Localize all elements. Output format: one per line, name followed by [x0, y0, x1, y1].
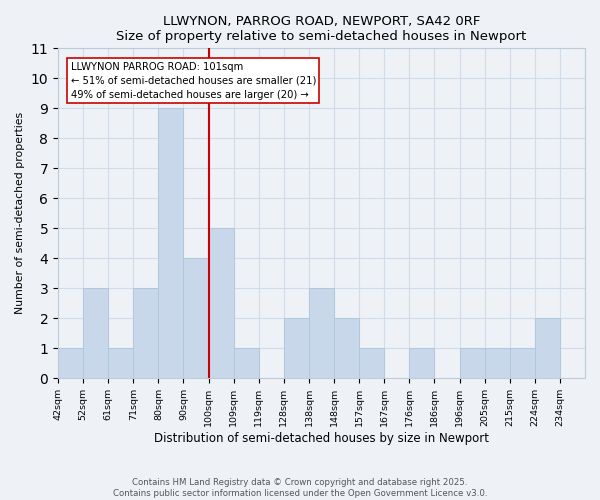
Bar: [309, 288, 334, 378]
Bar: [409, 348, 434, 378]
Bar: [334, 318, 359, 378]
X-axis label: Distribution of semi-detached houses by size in Newport: Distribution of semi-detached houses by …: [154, 432, 489, 445]
Bar: [535, 318, 560, 378]
Bar: [359, 348, 384, 378]
Text: Contains HM Land Registry data © Crown copyright and database right 2025.
Contai: Contains HM Land Registry data © Crown c…: [113, 478, 487, 498]
Bar: [58, 348, 83, 378]
Bar: [108, 348, 133, 378]
Bar: [510, 348, 535, 378]
Text: LLWYNON PARROG ROAD: 101sqm
← 51% of semi-detached houses are smaller (21)
49% o: LLWYNON PARROG ROAD: 101sqm ← 51% of sem…: [71, 62, 316, 100]
Bar: [83, 288, 108, 378]
Bar: [233, 348, 259, 378]
Bar: [209, 228, 233, 378]
Bar: [284, 318, 309, 378]
Bar: [184, 258, 209, 378]
Title: LLWYNON, PARROG ROAD, NEWPORT, SA42 0RF
Size of property relative to semi-detach: LLWYNON, PARROG ROAD, NEWPORT, SA42 0RF …: [116, 15, 527, 43]
Bar: [485, 348, 510, 378]
Bar: [133, 288, 158, 378]
Y-axis label: Number of semi-detached properties: Number of semi-detached properties: [15, 112, 25, 314]
Bar: [460, 348, 485, 378]
Bar: [158, 108, 184, 378]
